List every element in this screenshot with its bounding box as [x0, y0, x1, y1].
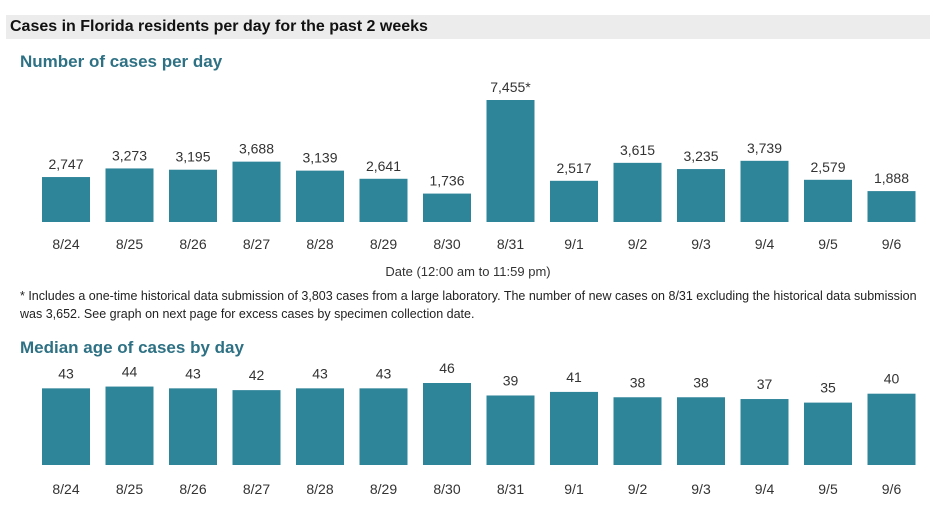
bar — [359, 178, 408, 222]
data-label: 38 — [630, 374, 646, 390]
page-title: Cases in Florida residents per day for t… — [10, 18, 428, 35]
data-label: 7,455* — [490, 79, 531, 95]
bar — [677, 397, 725, 465]
bar — [169, 388, 217, 465]
bar — [359, 388, 408, 465]
data-label: 2,641 — [366, 158, 401, 174]
data-label: 3,615 — [620, 142, 655, 158]
age-chart-title: Median age of cases by day — [20, 338, 244, 357]
bar — [232, 161, 281, 222]
cases-x-axis-title: Date (12:00 am to 11:59 pm) — [385, 264, 550, 279]
x-tick-label: 8/26 — [179, 481, 206, 497]
x-tick-label: 9/1 — [564, 236, 584, 252]
median-age-chart: 43 8/24 44 8/25 43 8/26 42 8/27 43 8/28 43 8/29 46 8/… — [42, 360, 916, 497]
x-tick-label: 8/29 — [370, 481, 397, 497]
header-bar — [6, 15, 930, 39]
x-tick-label: 8/25 — [116, 481, 143, 497]
x-tick-label: 8/28 — [306, 481, 333, 497]
x-tick-label: 9/2 — [628, 236, 648, 252]
bar — [804, 402, 852, 465]
footnote: * Includes a one-time historical data su… — [20, 289, 917, 321]
data-label: 2,747 — [48, 156, 83, 172]
cases-per-day-chart: 2,747 8/24 3,273 8/25 3,195 8/26 3,688 8/27 3,13… — [42, 79, 916, 252]
bar — [105, 168, 154, 222]
data-label: 43 — [312, 365, 328, 381]
data-label: 44 — [122, 364, 138, 380]
bar — [232, 390, 281, 465]
x-tick-label: 8/29 — [370, 236, 397, 252]
data-label: 2,579 — [810, 159, 845, 175]
x-tick-label: 9/3 — [691, 236, 711, 252]
data-label: 38 — [693, 374, 709, 390]
x-tick-label: 8/24 — [52, 481, 79, 497]
x-tick-label: 8/27 — [243, 481, 270, 497]
bar — [740, 399, 789, 465]
bar — [867, 191, 916, 222]
data-label: 43 — [58, 365, 74, 381]
bar — [169, 169, 217, 222]
data-label: 1,736 — [429, 173, 464, 189]
bar — [867, 393, 916, 465]
bar — [296, 170, 344, 222]
data-label: 1,888 — [874, 170, 909, 186]
bar — [105, 386, 154, 465]
bar — [613, 397, 662, 465]
x-tick-label: 8/24 — [52, 236, 79, 252]
data-label: 37 — [757, 376, 773, 392]
cases-chart-title: Number of cases per day — [20, 52, 223, 71]
x-tick-label: 9/1 — [564, 481, 584, 497]
data-label: 3,195 — [175, 149, 210, 165]
bar — [613, 162, 662, 222]
bar — [423, 383, 471, 465]
bar — [486, 395, 535, 465]
x-tick-label: 8/31 — [497, 481, 524, 497]
bar — [42, 388, 90, 465]
data-label: 39 — [503, 372, 519, 388]
x-tick-label: 8/28 — [306, 236, 333, 252]
x-tick-label: 8/26 — [179, 236, 206, 252]
x-tick-label: 8/30 — [433, 481, 460, 497]
x-tick-label: 8/25 — [116, 236, 143, 252]
x-tick-label: 9/4 — [755, 236, 775, 252]
x-tick-label: 8/27 — [243, 236, 270, 252]
x-tick-label: 9/2 — [628, 481, 648, 497]
data-label: 3,739 — [747, 140, 782, 156]
x-tick-label: 9/5 — [818, 236, 838, 252]
data-label: 3,235 — [683, 148, 718, 164]
data-label: 43 — [376, 365, 392, 381]
data-label: 42 — [249, 367, 265, 383]
bar — [296, 388, 344, 465]
data-label: 40 — [884, 371, 900, 387]
bar — [486, 100, 535, 222]
bar — [423, 193, 471, 222]
bar — [42, 177, 90, 222]
data-label: 41 — [566, 369, 582, 385]
bar — [677, 169, 725, 222]
bar — [804, 179, 852, 222]
data-label: 3,273 — [112, 147, 147, 163]
x-tick-label: 9/3 — [691, 481, 711, 497]
bar — [550, 391, 598, 465]
data-label: 43 — [185, 365, 201, 381]
data-label: 46 — [439, 360, 455, 376]
x-tick-label: 9/5 — [818, 481, 838, 497]
x-tick-label: 9/6 — [882, 236, 902, 252]
data-label: 3,688 — [239, 141, 274, 157]
bar — [550, 180, 598, 222]
x-tick-label: 9/4 — [755, 481, 775, 497]
x-tick-label: 8/30 — [433, 236, 460, 252]
data-label: 35 — [820, 380, 836, 396]
x-tick-label: 8/31 — [497, 236, 524, 252]
data-label: 3,139 — [302, 150, 337, 166]
bar — [740, 160, 789, 222]
data-label: 2,517 — [556, 160, 591, 176]
x-tick-label: 9/6 — [882, 481, 902, 497]
